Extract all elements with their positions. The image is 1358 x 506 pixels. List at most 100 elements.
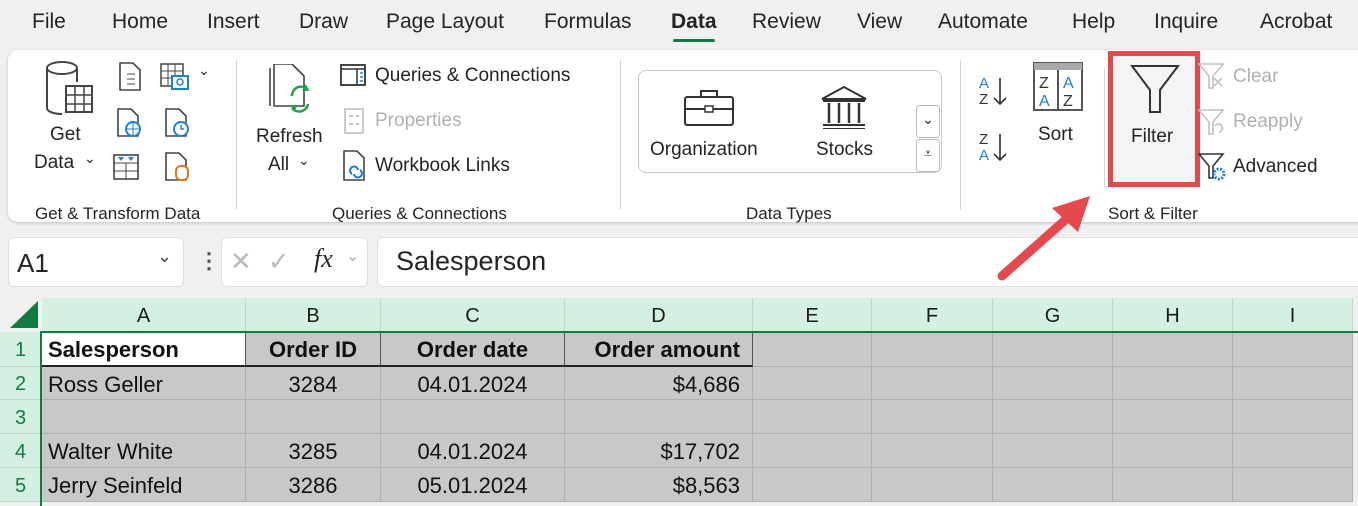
from-text-icon[interactable] [118,62,142,92]
cell-H4[interactable] [1113,434,1233,468]
cell-D3[interactable] [565,400,753,434]
cell-F4[interactable] [872,434,993,468]
insert-function-icon[interactable]: fx [314,244,333,273]
column-header-f[interactable]: F [872,298,993,331]
cell-A5[interactable]: Jerry Seinfeld [42,468,246,502]
tab-file[interactable]: File [32,10,66,33]
tab-data[interactable]: Data [671,10,717,42]
select-all-button[interactable] [0,298,41,331]
row-header-5[interactable]: 5 [0,468,41,502]
column-header-e[interactable]: E [753,298,872,331]
tab-insert[interactable]: Insert [207,10,260,33]
chevron-down-icon[interactable]: ⌄ [346,248,360,265]
ribbon: Get Data ⌄ ⌄ Get & Transform Data Refres… [8,50,1358,223]
cell-D5[interactable]: $8,563 [565,468,753,502]
cell-G2[interactable] [993,367,1113,400]
cell-G1[interactable] [993,332,1113,367]
cell-B4[interactable]: 3285 [246,434,381,468]
cell-D2[interactable]: $4,686 [565,367,753,400]
tab-formulas[interactable]: Formulas [544,10,632,33]
tab-page-layout[interactable]: Page Layout [386,10,504,33]
column-header-b[interactable]: B [246,298,381,331]
cell-A2[interactable]: Ross Geller [42,367,246,400]
group-label-sort-filter: Sort & Filter [1108,204,1198,223]
column-header-d[interactable]: D [565,298,753,331]
formula-buttons: ✕ ✓ fx ⌄ [221,237,368,287]
cell-B5[interactable]: 3286 [246,468,381,502]
cell-G5[interactable] [993,468,1113,502]
cell-C4[interactable]: 04.01.2024 [381,434,565,468]
svg-text:A: A [1063,75,1074,92]
name-box[interactable]: A1 ⌄ [8,237,184,287]
from-web-icon[interactable] [116,108,144,138]
cell-C5[interactable]: 05.01.2024 [381,468,565,502]
header-cell-D1[interactable]: Order amount [565,332,753,367]
recent-sources-icon[interactable] [164,108,192,138]
cell-D4[interactable]: $17,702 [565,434,753,468]
cell-E1[interactable] [753,332,872,367]
more-options-icon[interactable]: ⋮ [198,248,220,273]
gallery-expand-icon[interactable]: ⩡ [916,139,940,172]
cell-E5[interactable] [753,468,872,502]
tab-help[interactable]: Help [1072,10,1116,33]
column-header-i[interactable]: I [1233,298,1353,331]
cell-B3[interactable] [246,400,381,434]
cancel-icon[interactable]: ✕ [230,246,252,276]
tab-automate[interactable]: Automate [938,10,1028,33]
header-cell-B1[interactable]: Order ID [246,332,381,367]
cell-I4[interactable] [1233,434,1353,468]
svg-text:Z: Z [1063,93,1073,110]
column-header-g[interactable]: G [993,298,1113,331]
cell-I5[interactable] [1233,468,1353,502]
cell-I2[interactable] [1233,367,1353,400]
existing-connections-icon[interactable] [164,152,192,182]
cell-A3[interactable] [42,400,246,434]
sort-a-to-z-icon[interactable]: AZ [978,74,1014,108]
cell-C2[interactable]: 04.01.2024 [381,367,565,400]
cell-G4[interactable] [993,434,1113,468]
tab-acrobat[interactable]: Acrobat [1260,10,1333,33]
cell-F3[interactable] [872,400,993,434]
filter-button[interactable]: Filter [1108,51,1200,187]
chevron-down-icon[interactable]: ⌄ [198,62,210,78]
tab-inquire[interactable]: Inquire [1154,10,1219,33]
cell-H2[interactable] [1113,367,1233,400]
column-header-c[interactable]: C [381,298,565,331]
tab-home[interactable]: Home [112,10,169,33]
row-header-2[interactable]: 2 [0,367,41,400]
cell-F1[interactable] [872,332,993,367]
cell-E4[interactable] [753,434,872,468]
from-table-icon[interactable] [112,154,140,180]
cell-H5[interactable] [1113,468,1233,502]
cell-E2[interactable] [753,367,872,400]
cell-C3[interactable] [381,400,565,434]
cell-F5[interactable] [872,468,993,502]
header-cell-C1[interactable]: Order date [381,332,565,367]
tab-review[interactable]: Review [752,10,821,33]
cell-B2[interactable]: 3284 [246,367,381,400]
cell-H1[interactable] [1113,332,1233,367]
chevron-down-icon[interactable]: ⌄ [157,246,173,266]
column-header-h[interactable]: H [1113,298,1233,331]
row-header-4[interactable]: 4 [0,434,41,468]
column-header-a[interactable]: A [42,298,246,331]
group-divider [960,60,961,210]
tab-draw[interactable]: Draw [299,10,349,33]
cell-I1[interactable] [1233,332,1353,367]
header-cell-A1[interactable]: Salesperson [42,332,246,367]
cell-E3[interactable] [753,400,872,434]
cell-G3[interactable] [993,400,1113,434]
cell-A4[interactable]: Walter White [42,434,246,468]
enter-check-icon[interactable]: ✓ [268,246,290,276]
tab-view[interactable]: View [857,10,903,33]
row-header-1[interactable]: 1 [0,332,41,367]
gallery-scroll-down-icon[interactable]: ⌄ [916,105,940,138]
sort-z-to-a-icon[interactable]: ZA [978,130,1014,164]
from-picture-icon[interactable] [160,62,190,92]
cell-F2[interactable] [872,367,993,400]
row-header-3[interactable]: 3 [0,400,41,434]
svg-text:Z: Z [979,91,988,108]
formula-input[interactable]: Salesperson [377,237,1358,287]
cell-H3[interactable] [1113,400,1233,434]
cell-I3[interactable] [1233,400,1353,434]
